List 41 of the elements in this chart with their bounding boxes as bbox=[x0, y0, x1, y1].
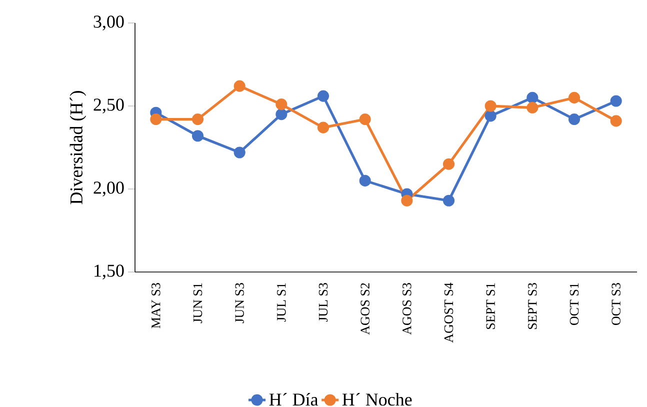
point bbox=[526, 92, 538, 104]
x-tick-label: JUN S1 bbox=[193, 283, 202, 324]
x-tick-label: OCT S3 bbox=[612, 283, 620, 325]
x-tick-label: SEPT S3 bbox=[528, 283, 537, 329]
x-tick-label: JUL S3 bbox=[318, 283, 328, 322]
x-tick-label: MAY S3 bbox=[152, 283, 160, 328]
x-tick-label: AGOST S4 bbox=[444, 282, 454, 343]
y-tick-label: 2,50 bbox=[94, 98, 124, 114]
point bbox=[442, 158, 455, 170]
point bbox=[484, 100, 496, 112]
point bbox=[192, 114, 204, 126]
point bbox=[610, 95, 622, 107]
point bbox=[276, 108, 288, 120]
point bbox=[359, 114, 371, 126]
point bbox=[442, 194, 455, 206]
x-tick-label: JUL S1 bbox=[277, 283, 286, 322]
y-axis-title: Diversidad (H´) bbox=[70, 91, 86, 204]
point bbox=[568, 114, 580, 126]
point bbox=[234, 80, 246, 92]
point bbox=[192, 130, 204, 142]
x-tick-label: AGOS S2 bbox=[360, 283, 370, 335]
y-tick-label: 1,50 bbox=[94, 264, 124, 280]
point bbox=[610, 115, 622, 127]
y-tick-label: 2,00 bbox=[94, 182, 124, 196]
y-tick-label: 3,00 bbox=[94, 16, 124, 30]
x-tick-label: SEPT S1 bbox=[486, 283, 495, 329]
point bbox=[234, 146, 246, 158]
point bbox=[401, 194, 413, 206]
point bbox=[359, 174, 371, 186]
x-tick-label: AGOS S3 bbox=[402, 283, 412, 335]
x-tick-label: OCT S1 bbox=[570, 283, 579, 325]
x-tick-label: JUN S3 bbox=[235, 283, 244, 324]
point bbox=[276, 98, 288, 110]
point bbox=[317, 90, 330, 102]
point bbox=[568, 92, 580, 104]
point bbox=[526, 102, 538, 114]
point bbox=[484, 110, 496, 122]
point bbox=[317, 122, 330, 134]
legend-label: H´ Noche bbox=[342, 392, 412, 406]
point bbox=[150, 114, 162, 126]
legend-label: H´ Día bbox=[269, 392, 318, 406]
